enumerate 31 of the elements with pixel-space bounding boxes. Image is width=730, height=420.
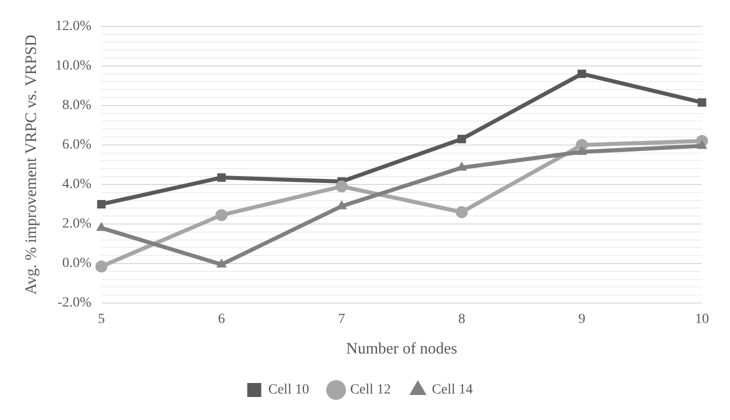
y-tick-label: 6.0% <box>62 138 92 153</box>
point <box>215 209 228 222</box>
point <box>95 260 108 272</box>
y-axis-title: Avg. % improvement VRPC vs. VRPSD <box>22 34 40 295</box>
x-tick-label: 9 <box>578 312 586 328</box>
x-tick-label: 10 <box>695 312 709 328</box>
x-axis-title: Number of nodes <box>346 340 458 358</box>
y-tick-label: -2.0% <box>58 296 92 311</box>
legend-label: Cell 10 <box>268 382 310 398</box>
y-tick-label: 10.0% <box>55 58 92 74</box>
point <box>578 70 586 78</box>
x-tick-label: 7 <box>338 312 346 328</box>
point <box>696 140 708 149</box>
point <box>698 98 706 107</box>
point <box>456 206 468 218</box>
y-tick-label: 4.0% <box>62 177 92 192</box>
point <box>216 258 227 268</box>
point <box>217 173 226 182</box>
point <box>336 180 348 192</box>
x-tick-label: 6 <box>218 312 225 328</box>
point <box>576 146 588 155</box>
point <box>97 200 106 208</box>
legend-label: Cell 12 <box>350 382 391 398</box>
y-tick-label: 2.0% <box>62 216 92 232</box>
point <box>458 134 466 144</box>
x-tick-label: 8 <box>458 312 466 328</box>
y-tick-label: 8.0% <box>62 98 92 114</box>
y-tick-label: 0.0% <box>62 256 92 272</box>
y-tick-label: 12.0% <box>55 19 92 34</box>
legend-label: Cell 14 <box>432 382 473 398</box>
x-tick-label: 5 <box>98 312 105 328</box>
